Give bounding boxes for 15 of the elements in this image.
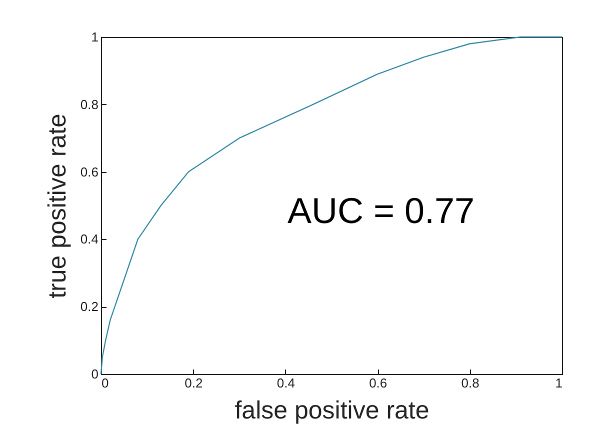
x-tick-label: 0: [102, 376, 109, 390]
y-tick-label: 1: [91, 30, 98, 44]
line-series: [100, 36, 563, 375]
y-axis-title: true positive rate: [43, 114, 72, 298]
x-axis-title: false positive rate: [234, 396, 430, 424]
y-tick-label: 0.4: [80, 232, 98, 247]
x-tick-label: 0.8: [461, 376, 480, 390]
y-tick-label: 0.6: [80, 164, 98, 180]
x-tick-label: 1: [555, 376, 562, 390]
annotation: AUC = 0.77: [287, 190, 475, 231]
y-tick-label: 0.2: [80, 299, 98, 314]
y-tick-label: 0.8: [80, 96, 98, 112]
x-tick-label: 0.4: [276, 376, 295, 390]
x-tick-label: 0.2: [184, 376, 203, 390]
x-tick-label: 0.6: [369, 376, 388, 390]
